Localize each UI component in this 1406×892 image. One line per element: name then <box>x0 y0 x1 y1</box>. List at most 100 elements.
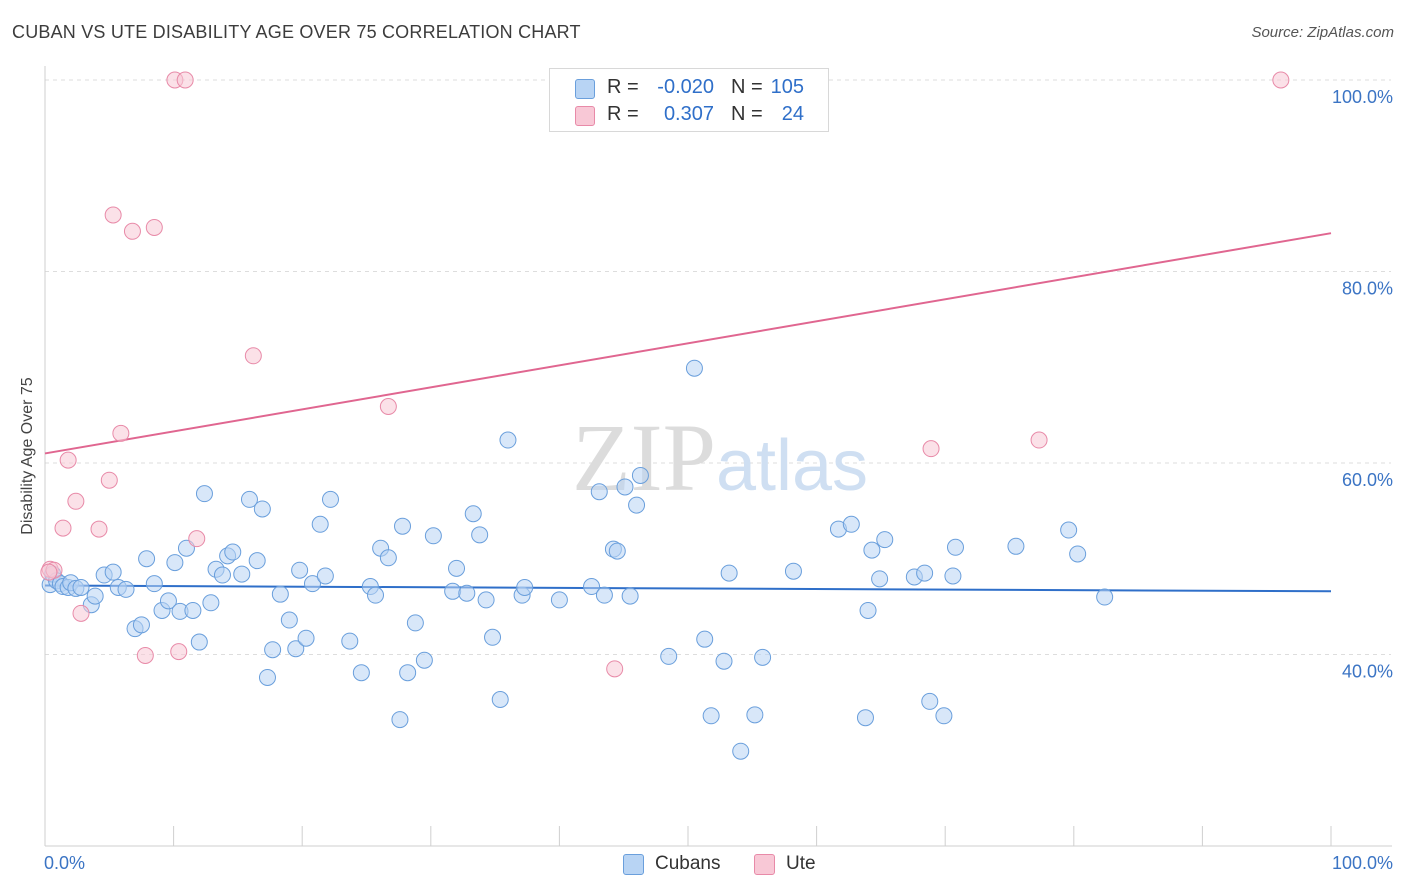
cubans-point <box>631 466 649 484</box>
legend-row-ute: R = 0.307 N = 24 <box>550 101 828 127</box>
cubans-point <box>732 742 750 760</box>
ute-point <box>59 451 77 469</box>
cubans-point <box>464 505 482 523</box>
ute-point <box>244 347 262 365</box>
cubans-point <box>784 562 802 580</box>
ute-point <box>1030 431 1048 449</box>
y-tick-labels: 100.0% 80.0% 60.0% 40.0% <box>1332 87 1393 682</box>
x-tick-label-left: 0.0% <box>44 853 85 873</box>
cubans-legend-swatch <box>623 854 644 875</box>
cubans-point <box>394 517 412 535</box>
trend-lines <box>44 232 1332 593</box>
x-tick-label-right: 100.0% <box>1332 853 1393 873</box>
cubans-point <box>240 490 258 508</box>
r-label: R = <box>607 76 639 98</box>
ute-point <box>188 530 206 548</box>
n-label: N = <box>731 76 763 98</box>
cubans-point <box>159 592 177 610</box>
ute-point <box>90 520 108 538</box>
cubans-point <box>166 554 184 572</box>
cubans-point <box>224 543 242 561</box>
cubans-point <box>583 578 601 596</box>
cubans-trend-line <box>44 584 1332 593</box>
cubans-point <box>616 478 634 496</box>
cubans-point <box>379 549 397 567</box>
cubans-point <box>321 490 339 508</box>
cubans-point <box>117 580 135 598</box>
ute-point <box>136 646 154 664</box>
cubans-point <box>458 584 476 602</box>
cubans-point <box>341 632 359 650</box>
cubans-point <box>477 591 495 609</box>
cubans-point <box>935 707 953 725</box>
cubans-point <box>202 594 220 612</box>
cubans-swatch <box>575 79 595 99</box>
cubans-point <box>258 668 276 686</box>
ute-point <box>54 519 72 537</box>
cubans-point <box>190 633 208 651</box>
cubans-point <box>621 587 639 605</box>
ute-point <box>72 604 90 622</box>
cubans-point <box>399 664 417 682</box>
ute-point <box>104 206 122 224</box>
cubans-point <box>696 630 714 648</box>
cubans-point <box>921 692 939 710</box>
ute-swatch <box>575 106 595 126</box>
cubans-point <box>516 578 534 596</box>
ute-point <box>123 222 141 240</box>
n-label: N = <box>731 103 763 125</box>
cubans-point <box>856 709 874 727</box>
cubans-point <box>253 500 271 518</box>
cubans-point <box>1007 537 1025 555</box>
cubans-point <box>415 651 433 669</box>
cubans-point <box>746 706 764 724</box>
r-label: R = <box>607 103 639 125</box>
legend-row-cubans: R = -0.020 N = 105 <box>550 74 828 100</box>
cubans-point <box>406 614 424 632</box>
cubans-point <box>311 515 329 533</box>
cubans-point <box>291 561 309 579</box>
cubans-point <box>195 485 213 503</box>
cubans-point <box>138 550 156 568</box>
cubans-point <box>297 629 315 647</box>
cubans-r-value: -0.020 <box>657 76 714 98</box>
cubans-point <box>499 431 517 449</box>
cubans-point <box>271 585 289 603</box>
cubans-point <box>248 552 266 570</box>
cubans-point <box>491 691 509 709</box>
cubans-point <box>660 647 678 665</box>
cubans-point <box>86 587 104 605</box>
ute-point <box>922 440 940 458</box>
cubans-point <box>104 563 122 581</box>
cubans-point <box>352 664 370 682</box>
cubans-point <box>720 564 738 582</box>
cubans-point <box>590 483 608 501</box>
cubans-point <box>287 640 305 658</box>
ute-legend-label: Ute <box>786 853 816 874</box>
y-tick-label: 40.0% <box>1342 662 1393 682</box>
x-tick-labels: 0.0% 100.0% <box>44 853 1393 873</box>
cubans-point <box>233 565 251 583</box>
cubans-point <box>871 570 889 588</box>
cubans-point <box>316 567 334 585</box>
ute-point <box>145 218 163 236</box>
cubans-point <box>685 359 703 377</box>
y-tick-label: 60.0% <box>1342 470 1393 490</box>
ute-point <box>67 492 85 510</box>
ute-trend-line <box>44 232 1332 455</box>
cubans-point <box>1096 588 1114 606</box>
ute-point <box>40 563 58 581</box>
source-label: Source: ZipAtlas.com <box>1251 24 1394 41</box>
axes <box>44 66 1392 847</box>
cubans-point <box>484 628 502 646</box>
cubans-point <box>754 648 772 666</box>
cubans-point <box>424 527 442 545</box>
cubans-point <box>859 601 877 619</box>
data-points <box>40 71 1290 760</box>
y-tick-label: 80.0% <box>1342 279 1393 299</box>
cubans-point <box>448 559 466 577</box>
cubans-point <box>132 616 150 634</box>
y-tick-label: 100.0% <box>1332 87 1393 107</box>
cubans-point <box>471 526 489 544</box>
